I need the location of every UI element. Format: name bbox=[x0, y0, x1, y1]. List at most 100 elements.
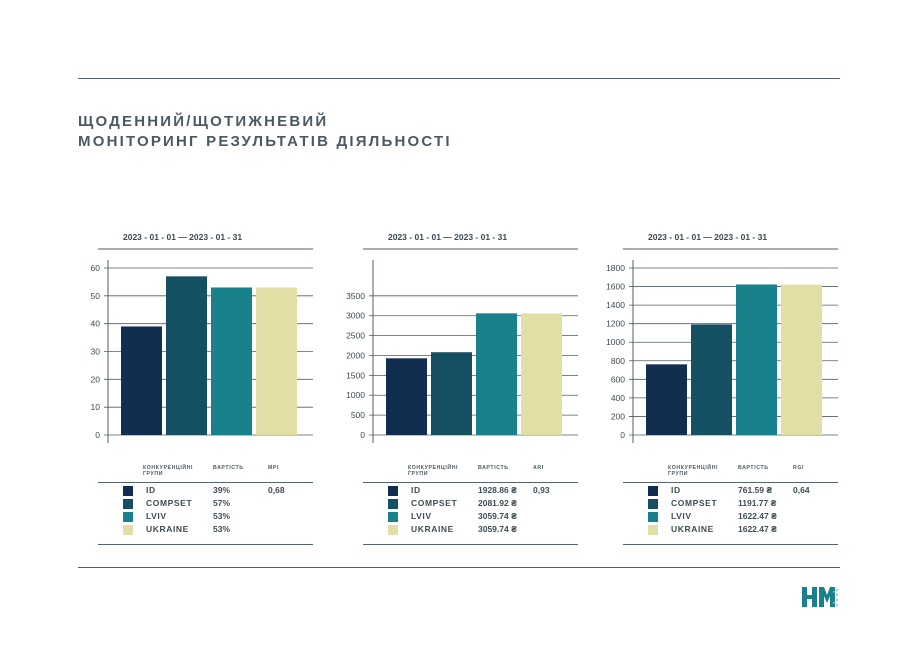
legend-bottom-rule bbox=[98, 544, 313, 545]
legend-group-name: COMPSET bbox=[671, 498, 718, 508]
y-tick-label: 600 bbox=[611, 374, 625, 384]
y-tick-label: 20 bbox=[91, 374, 101, 384]
legend-group-name: COMPSET bbox=[411, 498, 458, 508]
legend-group-name: ID bbox=[411, 485, 421, 495]
legend-head-group: КОНКУРЕНЦІЙНІ ГРУПИ bbox=[408, 465, 459, 477]
bar-chart-mpi: 0 10 20 30 40 50 60 bbox=[91, 248, 313, 443]
y-tick-label: 2500 bbox=[346, 331, 365, 341]
y-tick-label: 30 bbox=[91, 347, 101, 357]
y-tick-label: 40 bbox=[91, 319, 101, 329]
y-tick-label: 1400 bbox=[606, 300, 625, 310]
legend-swatch bbox=[123, 525, 133, 535]
legend-swatch bbox=[388, 486, 398, 496]
bar-lviv bbox=[736, 284, 777, 435]
hm-logo-icon bbox=[802, 585, 840, 614]
legend-group-name: ID bbox=[146, 485, 156, 495]
bottom-rule bbox=[78, 567, 840, 568]
legend-head-value: ВАРТІСТЬ bbox=[213, 465, 244, 471]
y-tick-label: 200 bbox=[611, 411, 625, 421]
legend-group-name: UKRAINE bbox=[411, 524, 454, 534]
y-tick-label: 1000 bbox=[606, 337, 625, 347]
chart-panel-ari: 2023 - 01 - 01 — 2023 - 01 - 31 0 500 1000… bbox=[343, 230, 583, 550]
page-title-line-2: МОНІТОРИНГ РЕЗУЛЬТАТІВ ДІЯЛЬНОСТІ bbox=[78, 133, 452, 150]
y-tick-label: 10 bbox=[91, 402, 101, 412]
legend-swatch bbox=[648, 512, 658, 522]
bar-lviv bbox=[476, 313, 517, 435]
legend-group-name: COMPSET bbox=[146, 498, 193, 508]
y-tick-label: 1600 bbox=[606, 282, 625, 292]
legend-top-rule bbox=[363, 482, 578, 483]
y-tick-label: 500 bbox=[351, 410, 365, 420]
legend-bottom-rule bbox=[623, 544, 838, 545]
legend-index-value: 0,64 bbox=[793, 485, 810, 495]
bar-compset bbox=[166, 276, 207, 435]
y-tick-label: 3000 bbox=[346, 311, 365, 321]
y-tick-label: 1800 bbox=[606, 263, 625, 273]
legend-value: 3059.74 ₴ bbox=[478, 511, 517, 521]
legend-top-rule bbox=[98, 482, 313, 483]
bar-lviv bbox=[211, 287, 252, 435]
y-tick-label: 800 bbox=[611, 356, 625, 366]
page-title-line-1: ЩОДЕННИЙ/ЩОТИЖНЕВИЙ bbox=[78, 113, 329, 130]
bar-ukraine bbox=[521, 313, 562, 435]
legend-head-value: ВАРТІСТЬ bbox=[738, 465, 769, 471]
legend-value: 3059.74 ₴ bbox=[478, 524, 517, 534]
legend-bottom-rule bbox=[363, 544, 578, 545]
legend-value: 1622.47 ₴ bbox=[738, 524, 777, 534]
bar-chart-rgi: 0 200 400 600 800 1000 1200 1400 1600 1800 bbox=[606, 248, 838, 443]
legend-group-name: LVIV bbox=[671, 511, 692, 521]
legend-value: 39% bbox=[213, 485, 231, 495]
y-tick-label: 0 bbox=[95, 430, 100, 440]
y-tick-label: 50 bbox=[91, 291, 101, 301]
legend-swatch bbox=[648, 486, 658, 496]
legend-swatch bbox=[123, 512, 133, 522]
legend-head-index: RGI bbox=[793, 465, 805, 471]
bar-chart-ari: 0 500 1000 1500 2000 2500 3000 3500 bbox=[346, 248, 578, 443]
legend-group-name: ID bbox=[671, 485, 681, 495]
legend-head-group: КОНКУРЕНЦІЙНІ ГРУПИ bbox=[668, 465, 719, 477]
bar-ukraine bbox=[781, 284, 822, 435]
legend-head-value: ВАРТІСТЬ bbox=[478, 465, 509, 471]
legend-value: 57% bbox=[213, 498, 231, 508]
legend-value: 761.59 ₴ bbox=[738, 485, 773, 495]
legend-value: 53% bbox=[213, 511, 231, 521]
y-tick-label: 0 bbox=[620, 430, 625, 440]
legend-top-rule bbox=[623, 482, 838, 483]
y-tick-label: 400 bbox=[611, 393, 625, 403]
legend-swatch bbox=[388, 512, 398, 522]
legend-head-index: MPI bbox=[268, 465, 280, 471]
y-tick-label: 60 bbox=[91, 263, 101, 273]
legend-swatch bbox=[388, 499, 398, 509]
y-tick-label: 1200 bbox=[606, 319, 625, 329]
date-range: 2023 - 01 - 01 — 2023 - 01 - 31 bbox=[648, 232, 768, 242]
legend-group-name: LVIV bbox=[411, 511, 432, 521]
y-tick-label: 0 bbox=[360, 430, 365, 440]
legend-group-name: UKRAINE bbox=[146, 524, 189, 534]
legend-value: 1191.77 ₴ bbox=[738, 498, 777, 508]
bar-id bbox=[646, 364, 687, 435]
bar-id bbox=[386, 358, 427, 435]
legend-swatch bbox=[648, 525, 658, 535]
y-tick-label: 2000 bbox=[346, 350, 365, 360]
y-tick-label: 1000 bbox=[346, 390, 365, 400]
legend-swatch bbox=[123, 486, 133, 496]
legend-swatch bbox=[648, 499, 658, 509]
legend-value: 1928.86 ₴ bbox=[478, 485, 517, 495]
chart-panel-rgi: 2023 - 01 - 01 — 2023 - 01 - 31 0 200 400 6… bbox=[603, 230, 843, 550]
bar-compset bbox=[691, 324, 732, 435]
legend-value: 1622.47 ₴ bbox=[738, 511, 777, 521]
legend-index-value: 0,68 bbox=[268, 485, 285, 495]
legend-head-index: ARI bbox=[533, 465, 544, 471]
bar-compset bbox=[431, 352, 472, 435]
legend-head-group: КОНКУРЕНЦІЙНІ ГРУПИ bbox=[143, 465, 194, 477]
date-range: 2023 - 01 - 01 — 2023 - 01 - 31 bbox=[123, 232, 243, 242]
date-range: 2023 - 01 - 01 — 2023 - 01 - 31 bbox=[388, 232, 508, 242]
y-tick-label: 3500 bbox=[346, 291, 365, 301]
chart-panel-mpi: 2023 - 01 - 01 — 2023 - 01 - 31 0 10 20 30 4… bbox=[78, 230, 318, 550]
bar-ukraine bbox=[256, 287, 297, 435]
top-rule bbox=[78, 78, 840, 79]
page-title: ЩОДЕННИЙ/ЩОТИЖНЕВИЙ МОНІТОРИНГ РЕЗУЛЬТАТ… bbox=[78, 112, 452, 152]
legend-group-name: LVIV bbox=[146, 511, 167, 521]
y-tick-label: 1500 bbox=[346, 370, 365, 380]
bar-id bbox=[121, 326, 162, 435]
